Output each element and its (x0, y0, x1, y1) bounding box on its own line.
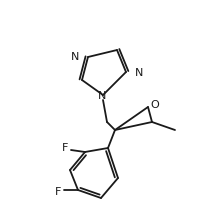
Text: N: N (71, 52, 79, 62)
Text: F: F (62, 143, 68, 153)
Text: F: F (55, 187, 61, 197)
Text: O: O (151, 100, 159, 110)
Text: N: N (135, 68, 143, 78)
Text: N: N (98, 91, 106, 101)
